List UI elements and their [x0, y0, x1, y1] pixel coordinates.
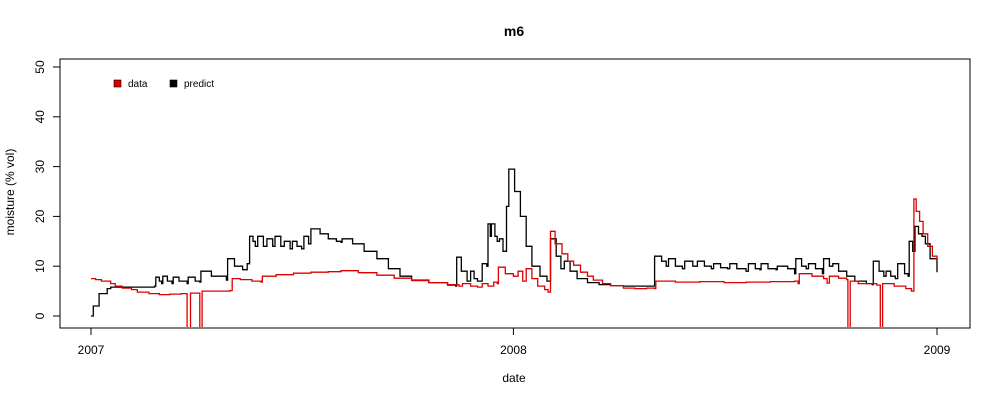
y-tick-label: 40	[33, 110, 47, 124]
series-line-data	[91, 198, 938, 327]
series-layer	[91, 168, 938, 327]
y-axis-title: moisture (% vol)	[3, 149, 17, 236]
legend-label-predict: predict	[184, 79, 214, 90]
legend: data predict	[113, 79, 214, 90]
x-axis-title: date	[502, 371, 526, 385]
y-tick-label: 30	[33, 160, 47, 174]
legend-swatch-data	[113, 79, 122, 88]
y-axis: 0 10 20 30 40 50	[33, 60, 61, 319]
y-tick-label: 20	[33, 209, 47, 223]
series-line-predict	[91, 168, 938, 317]
x-tick-label: 2009	[924, 343, 951, 357]
x-axis: 2007 2008 2009	[78, 327, 951, 357]
y-tick-label: 0	[33, 312, 47, 319]
y-tick-label: 50	[33, 60, 47, 74]
plot-frame	[59, 58, 971, 329]
x-tick-label: 2008	[500, 343, 527, 357]
y-tick-label: 10	[33, 259, 47, 273]
x-tick-label: 2007	[78, 343, 105, 357]
chart-title: m6	[504, 23, 524, 39]
legend-label-data: data	[128, 79, 148, 90]
legend-swatch-predict	[169, 79, 178, 88]
